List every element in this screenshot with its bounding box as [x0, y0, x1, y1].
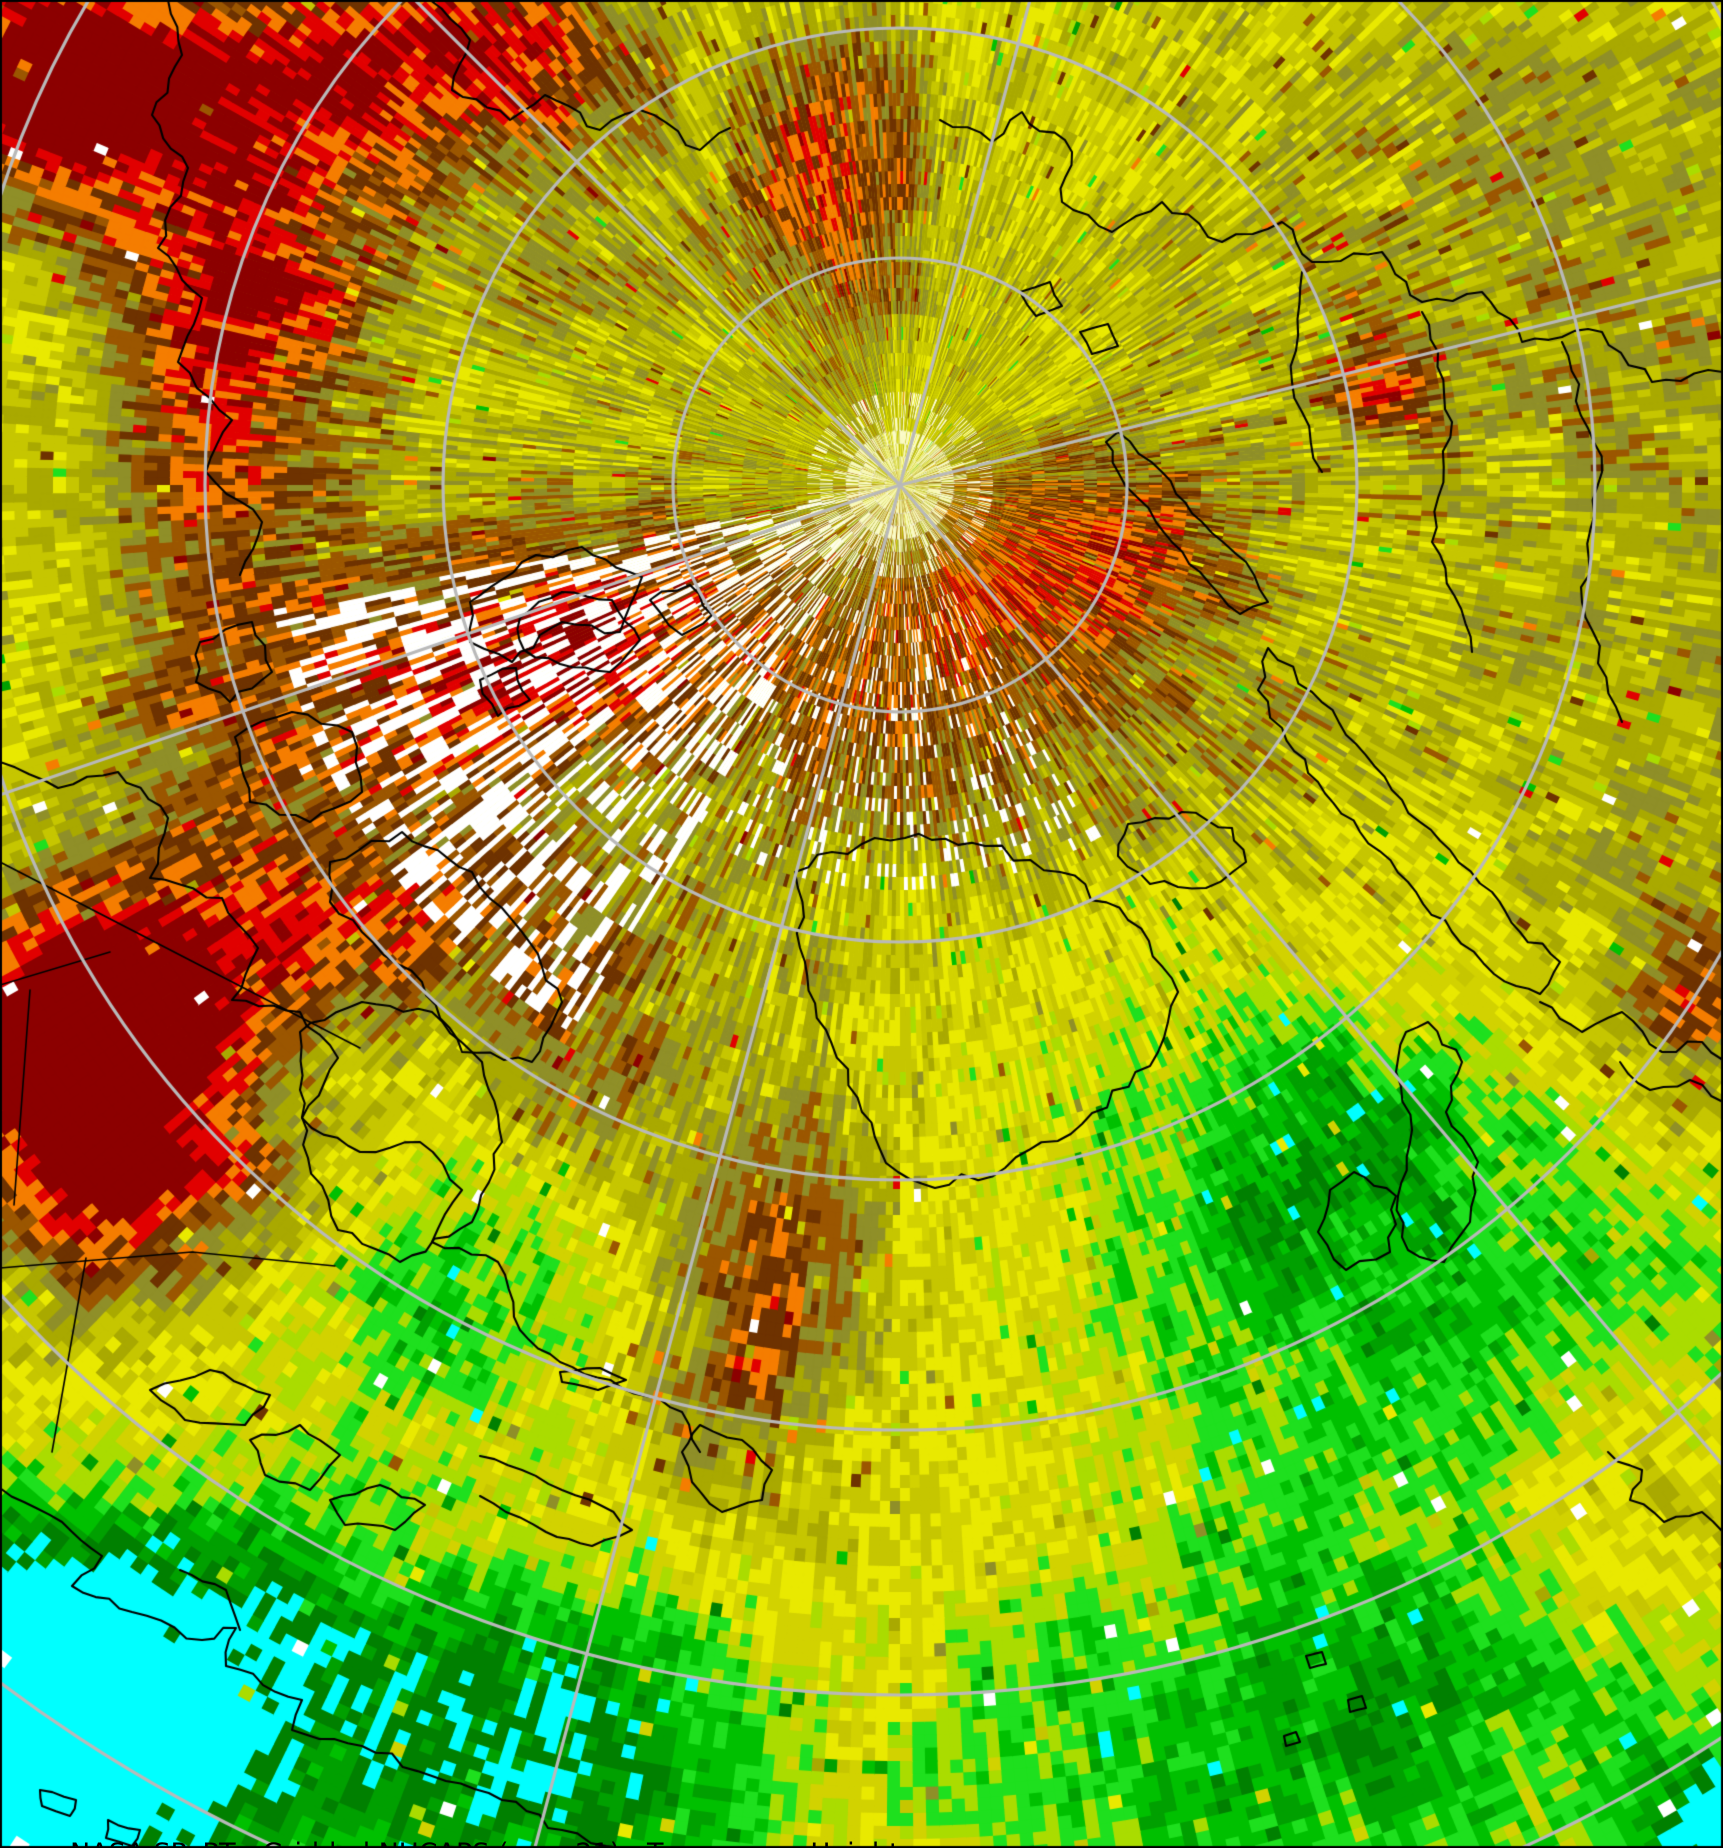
- product-title: NASA SPoRT - Gridded NUCAPS (noaa21) - T…: [70, 1835, 900, 1848]
- map-annotation: NASA SPoRT - Gridded NUCAPS (noaa21) - T…: [70, 1759, 900, 1848]
